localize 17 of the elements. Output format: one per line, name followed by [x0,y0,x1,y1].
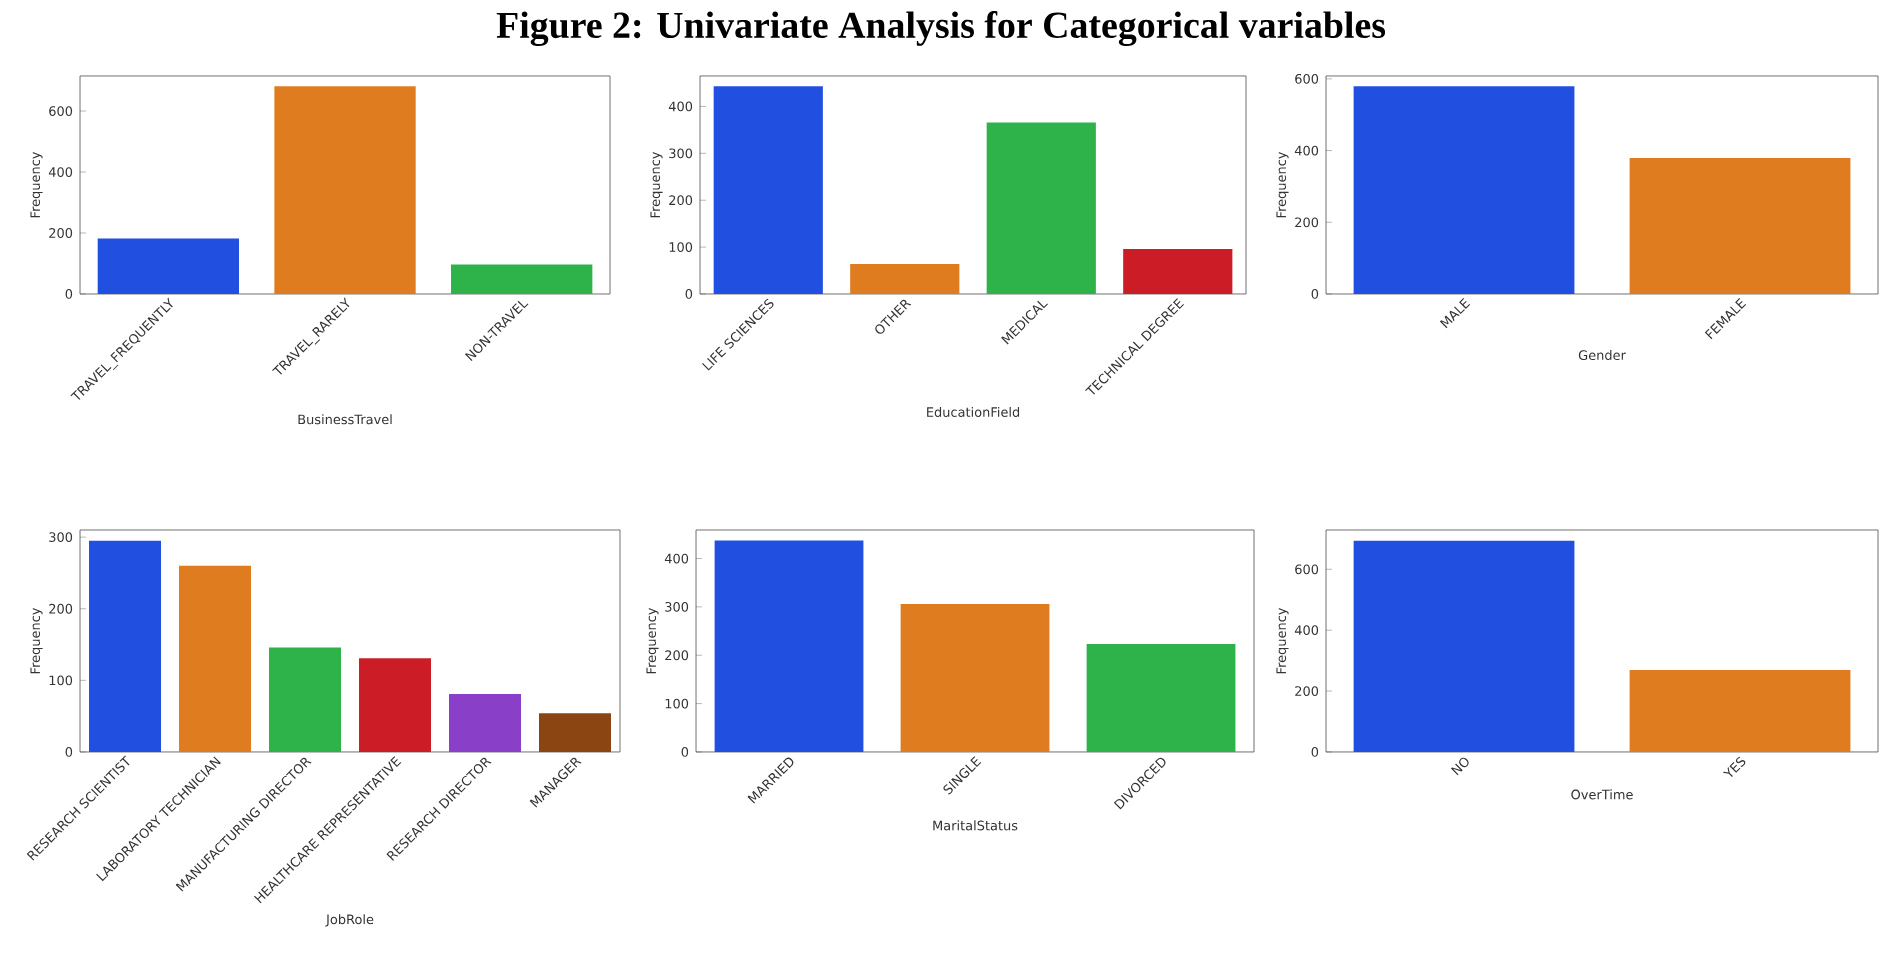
bar [1086,644,1236,752]
bar [713,86,823,294]
bar [539,713,612,752]
bar [89,540,162,752]
bar [179,565,252,752]
text: Figure 2: Univariate Analysis for Categorical variables [496,11,1386,47]
bar [274,86,416,294]
bar [451,264,593,294]
bar [714,540,864,752]
bar [1123,248,1233,294]
bar [986,122,1096,294]
bar [359,658,432,752]
bar [850,263,960,294]
bar [449,693,522,752]
bar [269,647,342,752]
bar [97,238,240,294]
bar [900,603,1050,752]
